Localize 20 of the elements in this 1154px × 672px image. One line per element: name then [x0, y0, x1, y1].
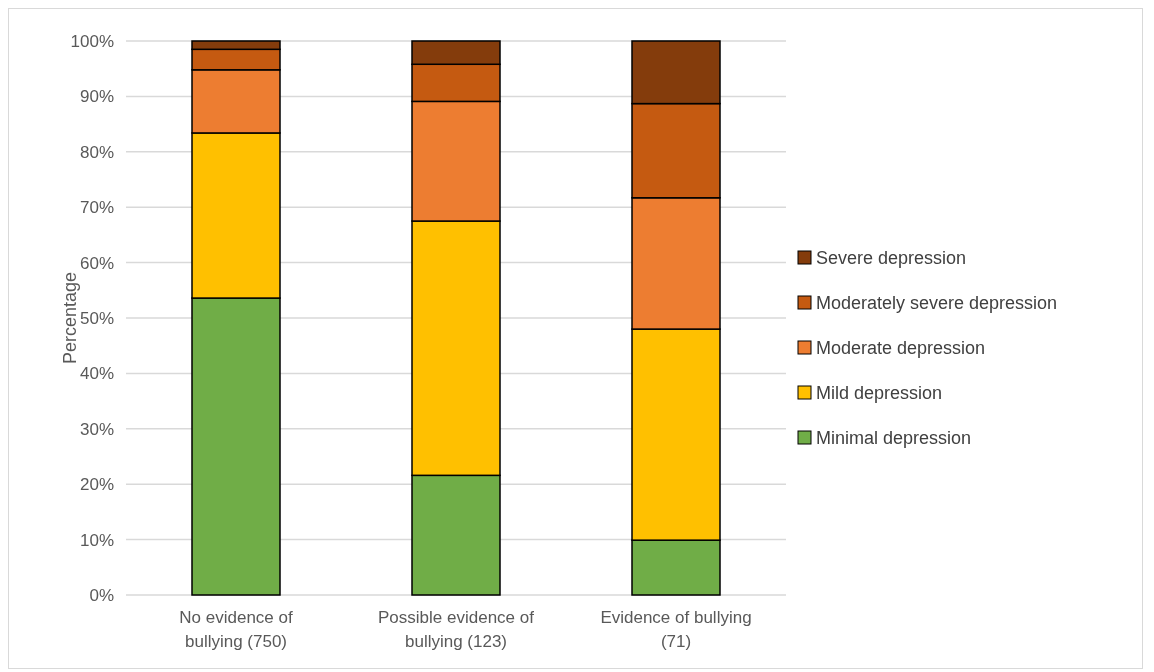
legend-label: Severe depression [816, 248, 967, 269]
x-tick-label: No evidence of bullying (750) [179, 608, 293, 651]
y-tick-label: 100% [70, 31, 114, 51]
legend-label: Moderately severe depression [816, 293, 1058, 314]
y-tick-label: 60% [79, 253, 114, 273]
y-tick-label: 70% [79, 198, 114, 218]
y-axis-title: Percentage [60, 271, 80, 365]
legend-label: Moderate depression [816, 338, 986, 359]
x-tick-label: Possible evidence of bullying (123) [378, 608, 535, 651]
y-tick-label: 30% [79, 419, 114, 439]
y-tick-label: 50% [79, 308, 114, 328]
y-tick-label: 40% [79, 364, 114, 384]
y-tick-label: 10% [79, 530, 114, 550]
legend-label: Mild depression [816, 383, 943, 404]
y-tick-label: 0% [89, 585, 114, 605]
y-tick-label: 80% [79, 142, 114, 162]
y-tick-label: 20% [79, 475, 114, 495]
x-tick-label: Evidence of bullying (71) [600, 608, 752, 651]
legend-label: Minimal depression [816, 428, 972, 449]
y-tick-label: 90% [79, 87, 114, 107]
